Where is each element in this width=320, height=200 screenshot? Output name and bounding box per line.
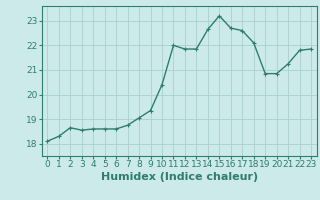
X-axis label: Humidex (Indice chaleur): Humidex (Indice chaleur) [100, 172, 258, 182]
